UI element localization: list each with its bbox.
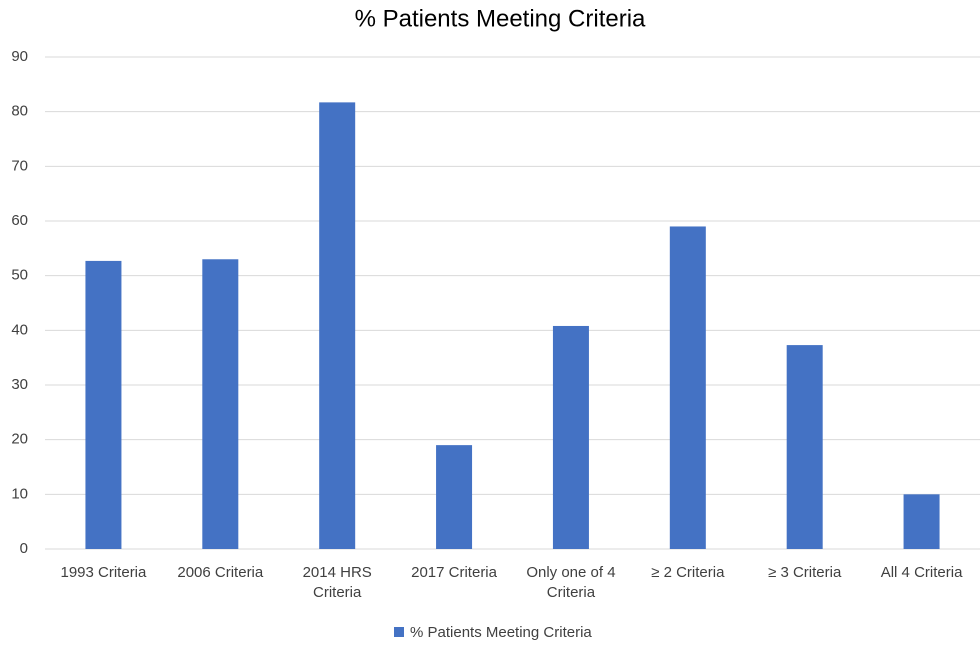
- bar: [903, 494, 940, 549]
- bar: [202, 259, 239, 549]
- y-tick-label: 0: [20, 540, 28, 557]
- x-tick-label: 2014 HRS Criteria: [302, 564, 372, 601]
- y-tick-label: 60: [11, 212, 28, 229]
- legend-swatch: [394, 627, 404, 637]
- bar: [319, 102, 356, 549]
- legend-label: % Patients Meeting Criteria: [410, 624, 592, 641]
- x-tick-label: 1993 Criteria: [60, 564, 147, 581]
- chart-title: % Patients Meeting Criteria: [355, 5, 646, 32]
- y-tick-label: 20: [11, 431, 28, 448]
- x-tick-label: 2017 Criteria: [411, 564, 497, 581]
- y-tick-label: 50: [11, 267, 28, 284]
- y-tick-label: 70: [11, 157, 28, 174]
- bar: [786, 345, 823, 549]
- bar: [552, 325, 589, 549]
- x-tick-label: ≥ 3 Criteria: [768, 564, 842, 581]
- bar: [85, 260, 122, 549]
- x-tick-label: 2006 Criteria: [177, 564, 264, 581]
- y-tick-label: 30: [11, 376, 28, 393]
- y-tick-label: 10: [11, 485, 28, 502]
- y-tick-label: 90: [11, 48, 28, 65]
- x-tick-label: Only one of 4 Criteria: [526, 564, 616, 601]
- x-tick-label: All 4 Criteria: [880, 564, 963, 581]
- bar: [669, 226, 706, 549]
- x-tick-label: ≥ 2 Criteria: [651, 564, 725, 581]
- y-tick-label: 40: [11, 321, 28, 338]
- bar: [436, 445, 473, 549]
- y-tick-label: 80: [11, 103, 28, 120]
